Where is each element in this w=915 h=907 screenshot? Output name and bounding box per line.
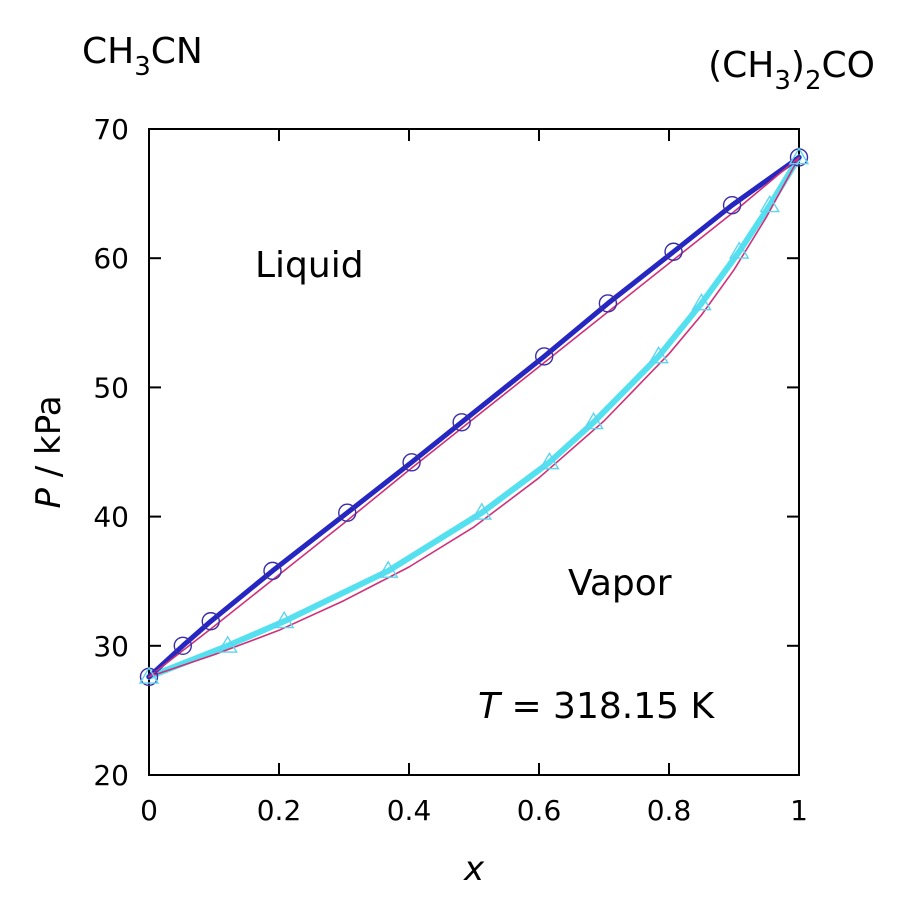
- y-tick-label: 30: [93, 630, 129, 663]
- right-component-post: CO: [822, 45, 875, 86]
- dew-point: [377, 560, 399, 578]
- y-tick-label: 50: [93, 371, 129, 404]
- right-component-mid: ): [791, 45, 805, 86]
- plot-frame: [148, 128, 800, 776]
- dew-point: [217, 635, 238, 653]
- bubble-point: [338, 503, 357, 522]
- x-tick-label: 0.6: [517, 794, 562, 827]
- dew-point: [691, 293, 712, 311]
- dew-point: [273, 610, 295, 629]
- dew-point: [471, 502, 493, 520]
- left-component-base1: CH: [82, 31, 134, 72]
- right-component-sub1: 3: [774, 66, 791, 96]
- axis-ticks: [148, 128, 800, 776]
- bubble-fit-line: [146, 154, 802, 680]
- bubble-point: [535, 347, 554, 366]
- bubble-point: [201, 612, 220, 631]
- bubble-point: [263, 561, 282, 581]
- right-component-pre: (CH: [708, 45, 774, 86]
- left-component-label: CH3CN: [82, 31, 203, 82]
- liquid-label: Liquid: [255, 245, 364, 286]
- model-dew-line: [148, 156, 800, 678]
- y-axis-title-unit: / kPa: [29, 395, 69, 488]
- y-tick-label: 60: [93, 242, 129, 275]
- bubble-point: [722, 196, 742, 215]
- bubble-point: [598, 294, 618, 313]
- x-tick-label: 1: [790, 794, 808, 827]
- y-tick-label: 40: [93, 501, 129, 534]
- temperature-symbol: T: [478, 686, 503, 727]
- dew-point: [583, 411, 604, 430]
- temperature-label: T = 318.15 K: [478, 686, 715, 727]
- dew-point: [759, 194, 780, 213]
- right-component-label: (CH3)2CO: [708, 45, 875, 96]
- y-tick-label: 70: [93, 113, 129, 146]
- y-axis-title: P / kPa: [29, 395, 69, 508]
- vapor-label: Vapor: [568, 563, 672, 604]
- axis-tick-labels: 0 0.2 0.4 0.6 0.8 1 20 30 40 50 60 70: [93, 113, 808, 827]
- dew-point: [648, 346, 669, 364]
- dew-fit-line: [146, 154, 802, 680]
- y-tick-label: 20: [93, 759, 129, 792]
- bubble-point: [402, 453, 421, 472]
- x-tick-label: 0: [140, 794, 158, 827]
- left-component-base2: CN: [151, 31, 203, 72]
- left-component-sub1: 3: [134, 52, 151, 82]
- right-component-sub2: 2: [805, 66, 822, 96]
- x-tick-label: 0.8: [647, 794, 692, 827]
- x-axis-title: x: [463, 849, 485, 889]
- bubble-point: [452, 413, 471, 432]
- series-layer: [138, 147, 810, 687]
- model-bubble-line: [148, 156, 800, 678]
- dew-point: [539, 451, 560, 470]
- x-tick-label: 0.4: [387, 794, 432, 827]
- dew-point: [138, 666, 160, 684]
- x-tick-label: 0.2: [257, 794, 302, 827]
- y-axis-title-symbol: P: [29, 488, 69, 509]
- dew-point: [728, 241, 750, 259]
- temperature-value: = 318.15 K: [500, 686, 715, 727]
- bubble-point: [664, 242, 683, 261]
- bubble-point: [173, 636, 193, 655]
- dew-point: [788, 147, 810, 165]
